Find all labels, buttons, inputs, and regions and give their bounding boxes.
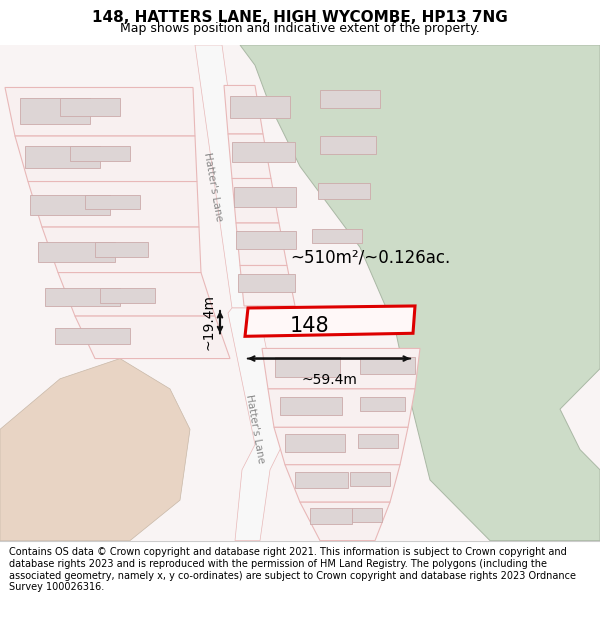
Bar: [232, 142, 295, 162]
Bar: [30, 195, 110, 215]
Polygon shape: [274, 428, 408, 465]
Bar: [358, 434, 398, 447]
Polygon shape: [5, 88, 195, 136]
Bar: [310, 508, 352, 524]
Polygon shape: [300, 503, 390, 541]
Polygon shape: [0, 359, 190, 541]
Bar: [280, 397, 342, 415]
Bar: [25, 146, 100, 168]
Bar: [236, 231, 296, 249]
Bar: [320, 89, 380, 107]
Bar: [234, 187, 296, 207]
Bar: [85, 195, 140, 209]
Polygon shape: [240, 266, 295, 306]
Polygon shape: [262, 349, 420, 389]
Polygon shape: [285, 465, 400, 503]
Bar: [312, 229, 362, 243]
Bar: [95, 242, 148, 258]
Bar: [352, 508, 382, 522]
Polygon shape: [240, 45, 600, 541]
Bar: [60, 98, 120, 116]
Bar: [275, 356, 340, 377]
Polygon shape: [58, 272, 215, 316]
Text: ~19.4m: ~19.4m: [201, 294, 215, 350]
Text: 148, HATTERS LANE, HIGH WYCOMBE, HP13 7NG: 148, HATTERS LANE, HIGH WYCOMBE, HP13 7N…: [92, 10, 508, 25]
Bar: [318, 182, 370, 199]
Bar: [350, 472, 390, 486]
Polygon shape: [232, 179, 279, 223]
Bar: [285, 434, 345, 452]
Text: Contains OS data © Crown copyright and database right 2021. This information is : Contains OS data © Crown copyright and d…: [9, 548, 576, 592]
Bar: [230, 96, 290, 118]
Text: ~59.4m: ~59.4m: [301, 372, 357, 387]
Polygon shape: [224, 86, 263, 134]
Bar: [20, 98, 90, 124]
Text: ~510m²/~0.126ac.: ~510m²/~0.126ac.: [290, 248, 450, 266]
Polygon shape: [42, 227, 201, 272]
Bar: [360, 397, 405, 411]
Polygon shape: [15, 136, 197, 181]
Polygon shape: [228, 308, 285, 541]
Polygon shape: [228, 134, 271, 179]
Polygon shape: [236, 223, 287, 266]
Bar: [320, 136, 376, 154]
Polygon shape: [245, 306, 415, 336]
Polygon shape: [268, 389, 415, 428]
Bar: [70, 146, 130, 161]
Bar: [295, 472, 348, 488]
Bar: [100, 288, 155, 303]
Polygon shape: [28, 181, 199, 227]
Polygon shape: [75, 316, 230, 359]
Text: Hatter's Lane: Hatter's Lane: [202, 151, 224, 222]
Bar: [55, 328, 130, 344]
Bar: [360, 356, 415, 374]
Polygon shape: [195, 45, 258, 308]
Bar: [238, 274, 295, 292]
Text: Map shows position and indicative extent of the property.: Map shows position and indicative extent…: [120, 22, 480, 35]
Text: Hatter's Lane: Hatter's Lane: [244, 394, 266, 464]
Bar: [45, 288, 120, 306]
Bar: [38, 242, 115, 262]
Text: 148: 148: [290, 316, 330, 336]
